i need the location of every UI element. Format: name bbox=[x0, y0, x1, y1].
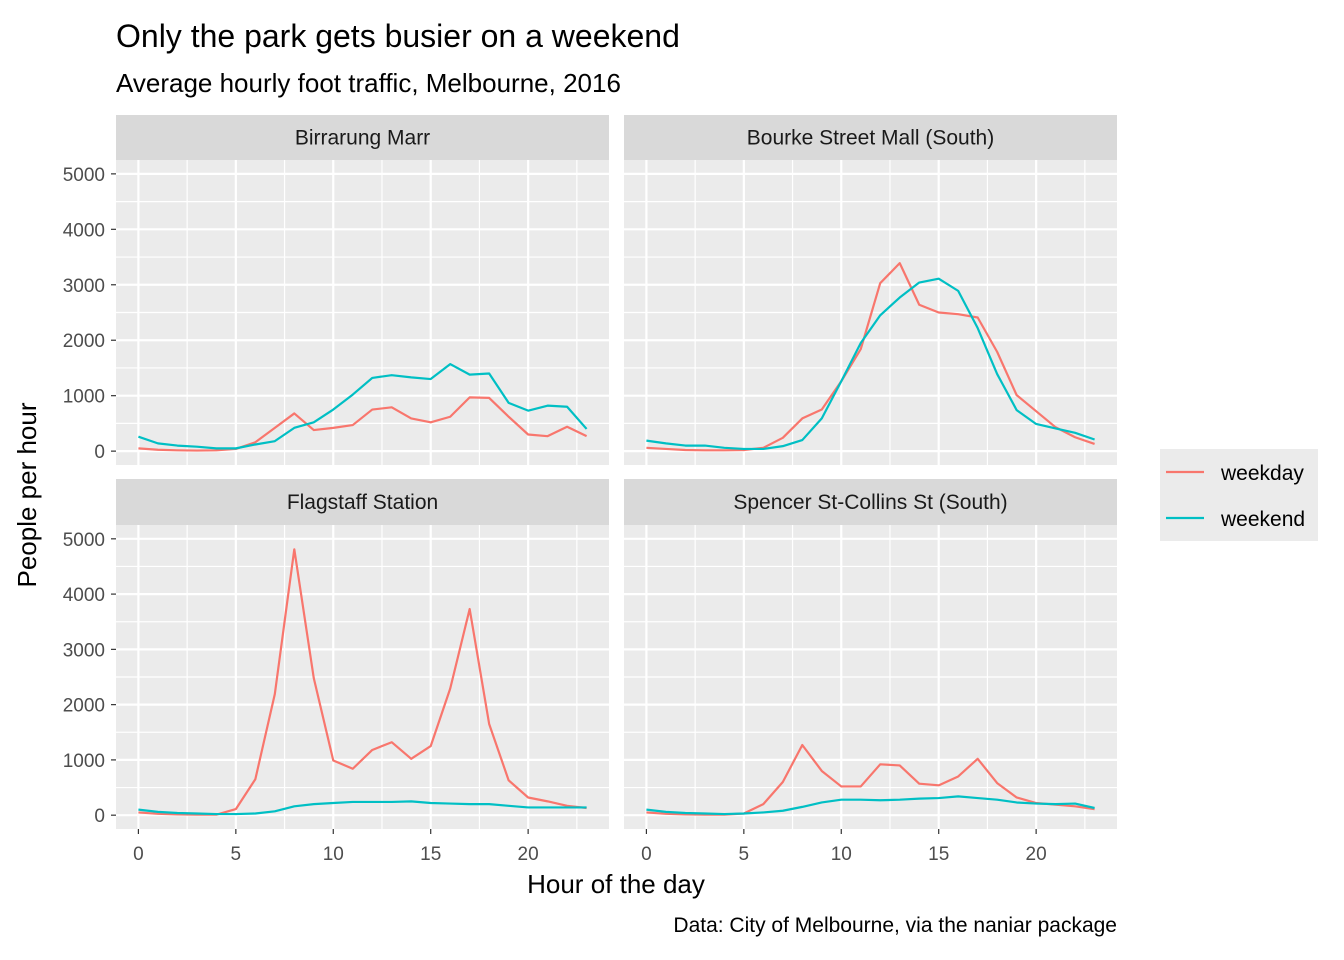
legend-background bbox=[1160, 449, 1318, 541]
strip-label: Flagstaff Station bbox=[287, 491, 438, 514]
y-axis-title: People per hour bbox=[12, 402, 42, 587]
x-tick-label: 20 bbox=[1026, 844, 1047, 865]
legend: weekday weekend bbox=[1160, 449, 1318, 541]
x-tick-label: 10 bbox=[323, 844, 344, 865]
y-tick-label: 4000 bbox=[63, 220, 105, 241]
y-tick-label: 1000 bbox=[63, 387, 105, 408]
series-line-weekend bbox=[138, 800, 587, 816]
y-tick-label: 3000 bbox=[63, 276, 105, 297]
strip-background bbox=[624, 479, 1117, 525]
strip-background bbox=[624, 115, 1117, 160]
series-line-weekday bbox=[646, 262, 1095, 452]
y-tick-label: 2000 bbox=[63, 696, 105, 717]
x-tick-label: 15 bbox=[420, 844, 441, 865]
legend-label-weekend: weekend bbox=[1220, 508, 1305, 531]
series-line-weekend bbox=[646, 795, 1095, 816]
x-tick-label: 15 bbox=[928, 844, 949, 865]
x-tick-label: 0 bbox=[641, 844, 652, 865]
strip-label: Birrarung Marr bbox=[295, 127, 430, 150]
x-tick-label: 10 bbox=[831, 844, 852, 865]
chart-subtitle: Average hourly foot traffic, Melbourne, … bbox=[116, 68, 621, 98]
x-axis-title: Hour of the day bbox=[527, 869, 705, 899]
panel-bourke-street-mall-south: Bourke Street Mall (South) bbox=[624, 115, 1117, 465]
y-tick-label: 2000 bbox=[63, 331, 105, 352]
y-tick-label: 4000 bbox=[63, 585, 105, 606]
y-tick-label: 5000 bbox=[63, 530, 105, 551]
series-line-weekend bbox=[138, 362, 588, 450]
legend-item-weekday: weekday bbox=[1166, 462, 1304, 485]
strip-label: Spencer St-Collins St (South) bbox=[733, 491, 1007, 514]
x-tick-label: 0 bbox=[133, 844, 144, 865]
panel-birrarung-marr: Birrarung Marr 0 1000 2000 3000 4000 5000 bbox=[63, 115, 609, 465]
strip-background bbox=[116, 479, 609, 525]
strip-background bbox=[116, 115, 609, 160]
y-tick-label: 0 bbox=[94, 806, 105, 827]
y-tick-label: 5000 bbox=[63, 165, 105, 186]
x-tick-label: 20 bbox=[518, 844, 539, 865]
legend-item-weekend: weekend bbox=[1166, 508, 1305, 531]
series-line-weekend bbox=[646, 277, 1095, 451]
x-tick-label: 5 bbox=[739, 844, 750, 865]
panel-flagstaff-station: Flagstaff Station 0 1000 2000 3000 4000 5000 0 5… bbox=[63, 479, 609, 865]
y-tick-label: 1000 bbox=[63, 751, 105, 772]
y-tick-label: 3000 bbox=[63, 640, 105, 661]
x-tick-label: 5 bbox=[231, 844, 242, 865]
chart-caption: Data: City of Melbourne, via the naniar … bbox=[673, 914, 1117, 937]
legend-label-weekday: weekday bbox=[1220, 462, 1304, 485]
strip-label: Bourke Street Mall (South) bbox=[747, 127, 994, 150]
chart-title: Only the park gets busier on a weekend bbox=[116, 18, 680, 54]
facet-panels: Birrarung Marr010002000300040005000Bourk… bbox=[63, 115, 1117, 865]
series-line-weekday bbox=[138, 396, 588, 452]
panel-spencer-st-collins-st-south: Spencer St-Collins St (South) 0 5 10 15 20 bbox=[624, 479, 1117, 865]
y-tick-label: 0 bbox=[94, 442, 105, 463]
